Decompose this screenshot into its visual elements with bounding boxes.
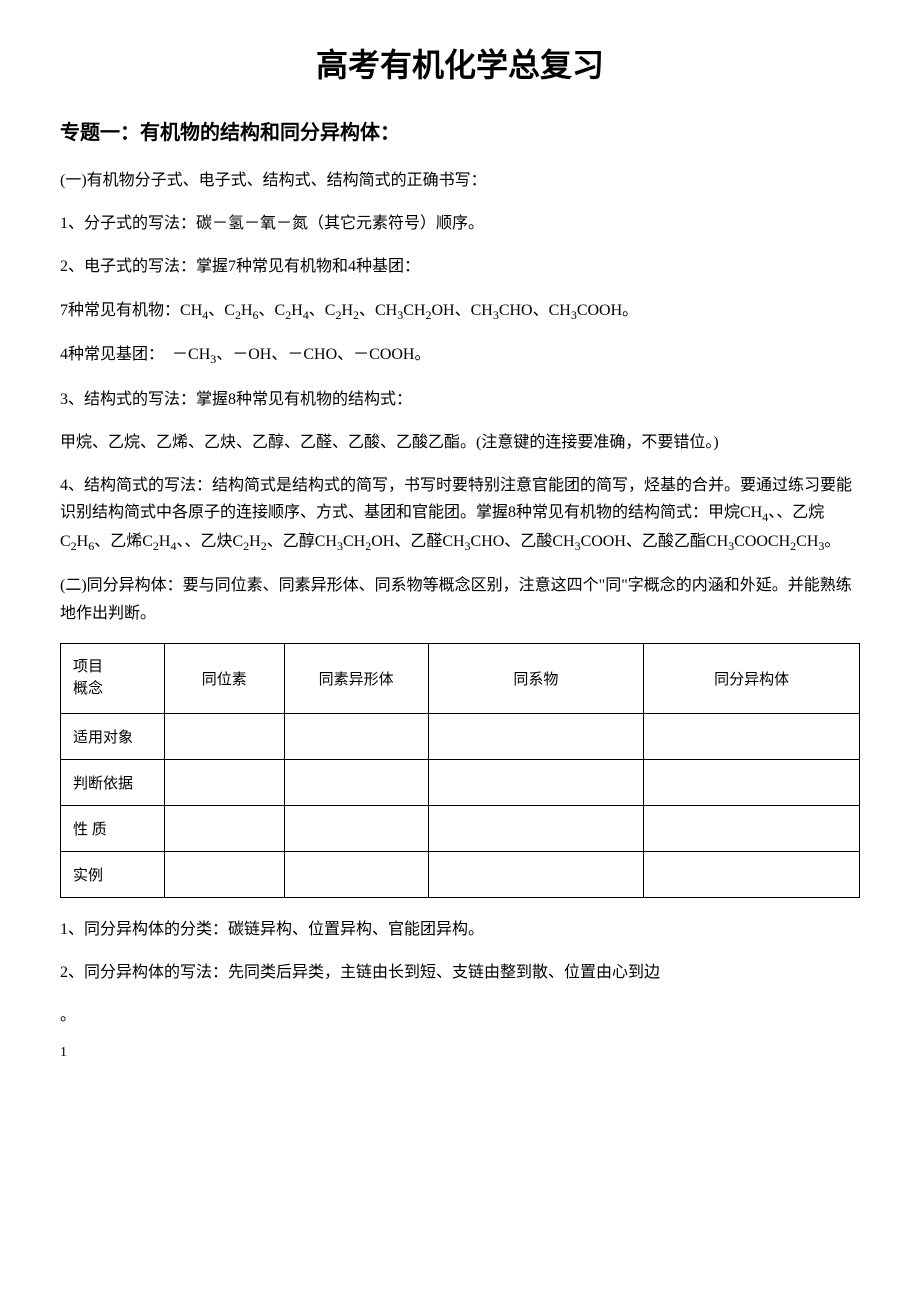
paragraph-6: 3、结构式的写法：掌握8种常见有机物的结构式： bbox=[60, 386, 860, 413]
header-line2: 概念 bbox=[73, 678, 156, 701]
paragraph-4: 7种常见有机物：CH4、C2H6、C2H4、C2H2、CH3CH2OH、CH3C… bbox=[60, 297, 860, 326]
table-header-col2: 同位素 bbox=[164, 643, 284, 713]
paragraph-5: 4种常见基团： －CH3、－OH、－CHO、－COOH。 bbox=[60, 341, 860, 370]
p4-formulas: CH4、C2H6、C2H4、C2H2、CH3CH2OH、CH3CHO、CH3CO… bbox=[180, 302, 638, 319]
after-table-p3: 。 bbox=[60, 1002, 860, 1029]
p8-text: 4、结构简式的写法：结构简式是结构式的简写，书写时要特别注意官能团的简写，烃基的… bbox=[60, 477, 852, 550]
comparison-table: 项目 概念 同位素 同素异形体 同系物 同分异构体 适用对象 判断依据 性 质 … bbox=[60, 643, 860, 898]
table-cell bbox=[428, 759, 644, 805]
table-row: 性 质 bbox=[61, 805, 860, 851]
table-cell bbox=[428, 805, 644, 851]
table-cell bbox=[284, 713, 428, 759]
after-table-p2: 2、同分异构体的写法：先同类后异类，主链由长到短、支链由整到散、位置由心到边 bbox=[60, 959, 860, 986]
table-row: 适用对象 bbox=[61, 713, 860, 759]
paragraph-9: (二)同分异构体：要与同位素、同素异形体、同系物等概念区别，注意这四个"同"字概… bbox=[60, 572, 860, 626]
table-header-col3: 同素异形体 bbox=[284, 643, 428, 713]
paragraph-8: 4、结构简式的写法：结构简式是结构式的简写，书写时要特别注意官能团的简写，烃基的… bbox=[60, 472, 860, 556]
p5-formulas: －CH3、－OH、－CHO、－COOH。 bbox=[172, 346, 430, 363]
table-row: 实例 bbox=[61, 851, 860, 897]
table-header-col1: 项目 概念 bbox=[61, 643, 165, 713]
paragraph-2: 1、分子式的写法：碳－氢－氧－氮（其它元素符号）顺序。 bbox=[60, 210, 860, 237]
table-header-row: 项目 概念 同位素 同素异形体 同系物 同分异构体 bbox=[61, 643, 860, 713]
table-cell bbox=[284, 805, 428, 851]
table-cell bbox=[428, 851, 644, 897]
paragraph-3: 2、电子式的写法：掌握7种常见有机物和4种基团： bbox=[60, 253, 860, 280]
p4-prefix: 7种常见有机物： bbox=[60, 302, 180, 319]
table-cell bbox=[164, 759, 284, 805]
table-cell bbox=[644, 851, 860, 897]
table-header-col5: 同分异构体 bbox=[644, 643, 860, 713]
row-label: 判断依据 bbox=[61, 759, 165, 805]
table-cell bbox=[164, 713, 284, 759]
header-line1: 项目 bbox=[73, 656, 156, 679]
table-cell bbox=[284, 759, 428, 805]
table-cell bbox=[428, 713, 644, 759]
paragraph-1: (一)有机物分子式、电子式、结构式、结构简式的正确书写： bbox=[60, 167, 860, 194]
table-cell bbox=[644, 713, 860, 759]
after-table-p1: 1、同分异构体的分类：碳链异构、位置异构、官能团异构。 bbox=[60, 916, 860, 943]
table-header-col4: 同系物 bbox=[428, 643, 644, 713]
table-cell bbox=[644, 759, 860, 805]
table-row: 判断依据 bbox=[61, 759, 860, 805]
p5-prefix: 4种常见基团： bbox=[60, 346, 172, 363]
table-cell bbox=[644, 805, 860, 851]
table-cell bbox=[164, 805, 284, 851]
section-heading: 专题一：有机物的结构和同分异构体： bbox=[60, 116, 860, 145]
page-title: 高考有机化学总复习 bbox=[60, 40, 860, 86]
table-cell bbox=[164, 851, 284, 897]
page-number: 1 bbox=[60, 1045, 860, 1061]
paragraph-7: 甲烷、乙烷、乙烯、乙炔、乙醇、乙醛、乙酸、乙酸乙酯。(注意键的连接要准确，不要错… bbox=[60, 429, 860, 456]
row-label: 实例 bbox=[61, 851, 165, 897]
row-label: 适用对象 bbox=[61, 713, 165, 759]
row-label: 性 质 bbox=[61, 805, 165, 851]
table-cell bbox=[284, 851, 428, 897]
